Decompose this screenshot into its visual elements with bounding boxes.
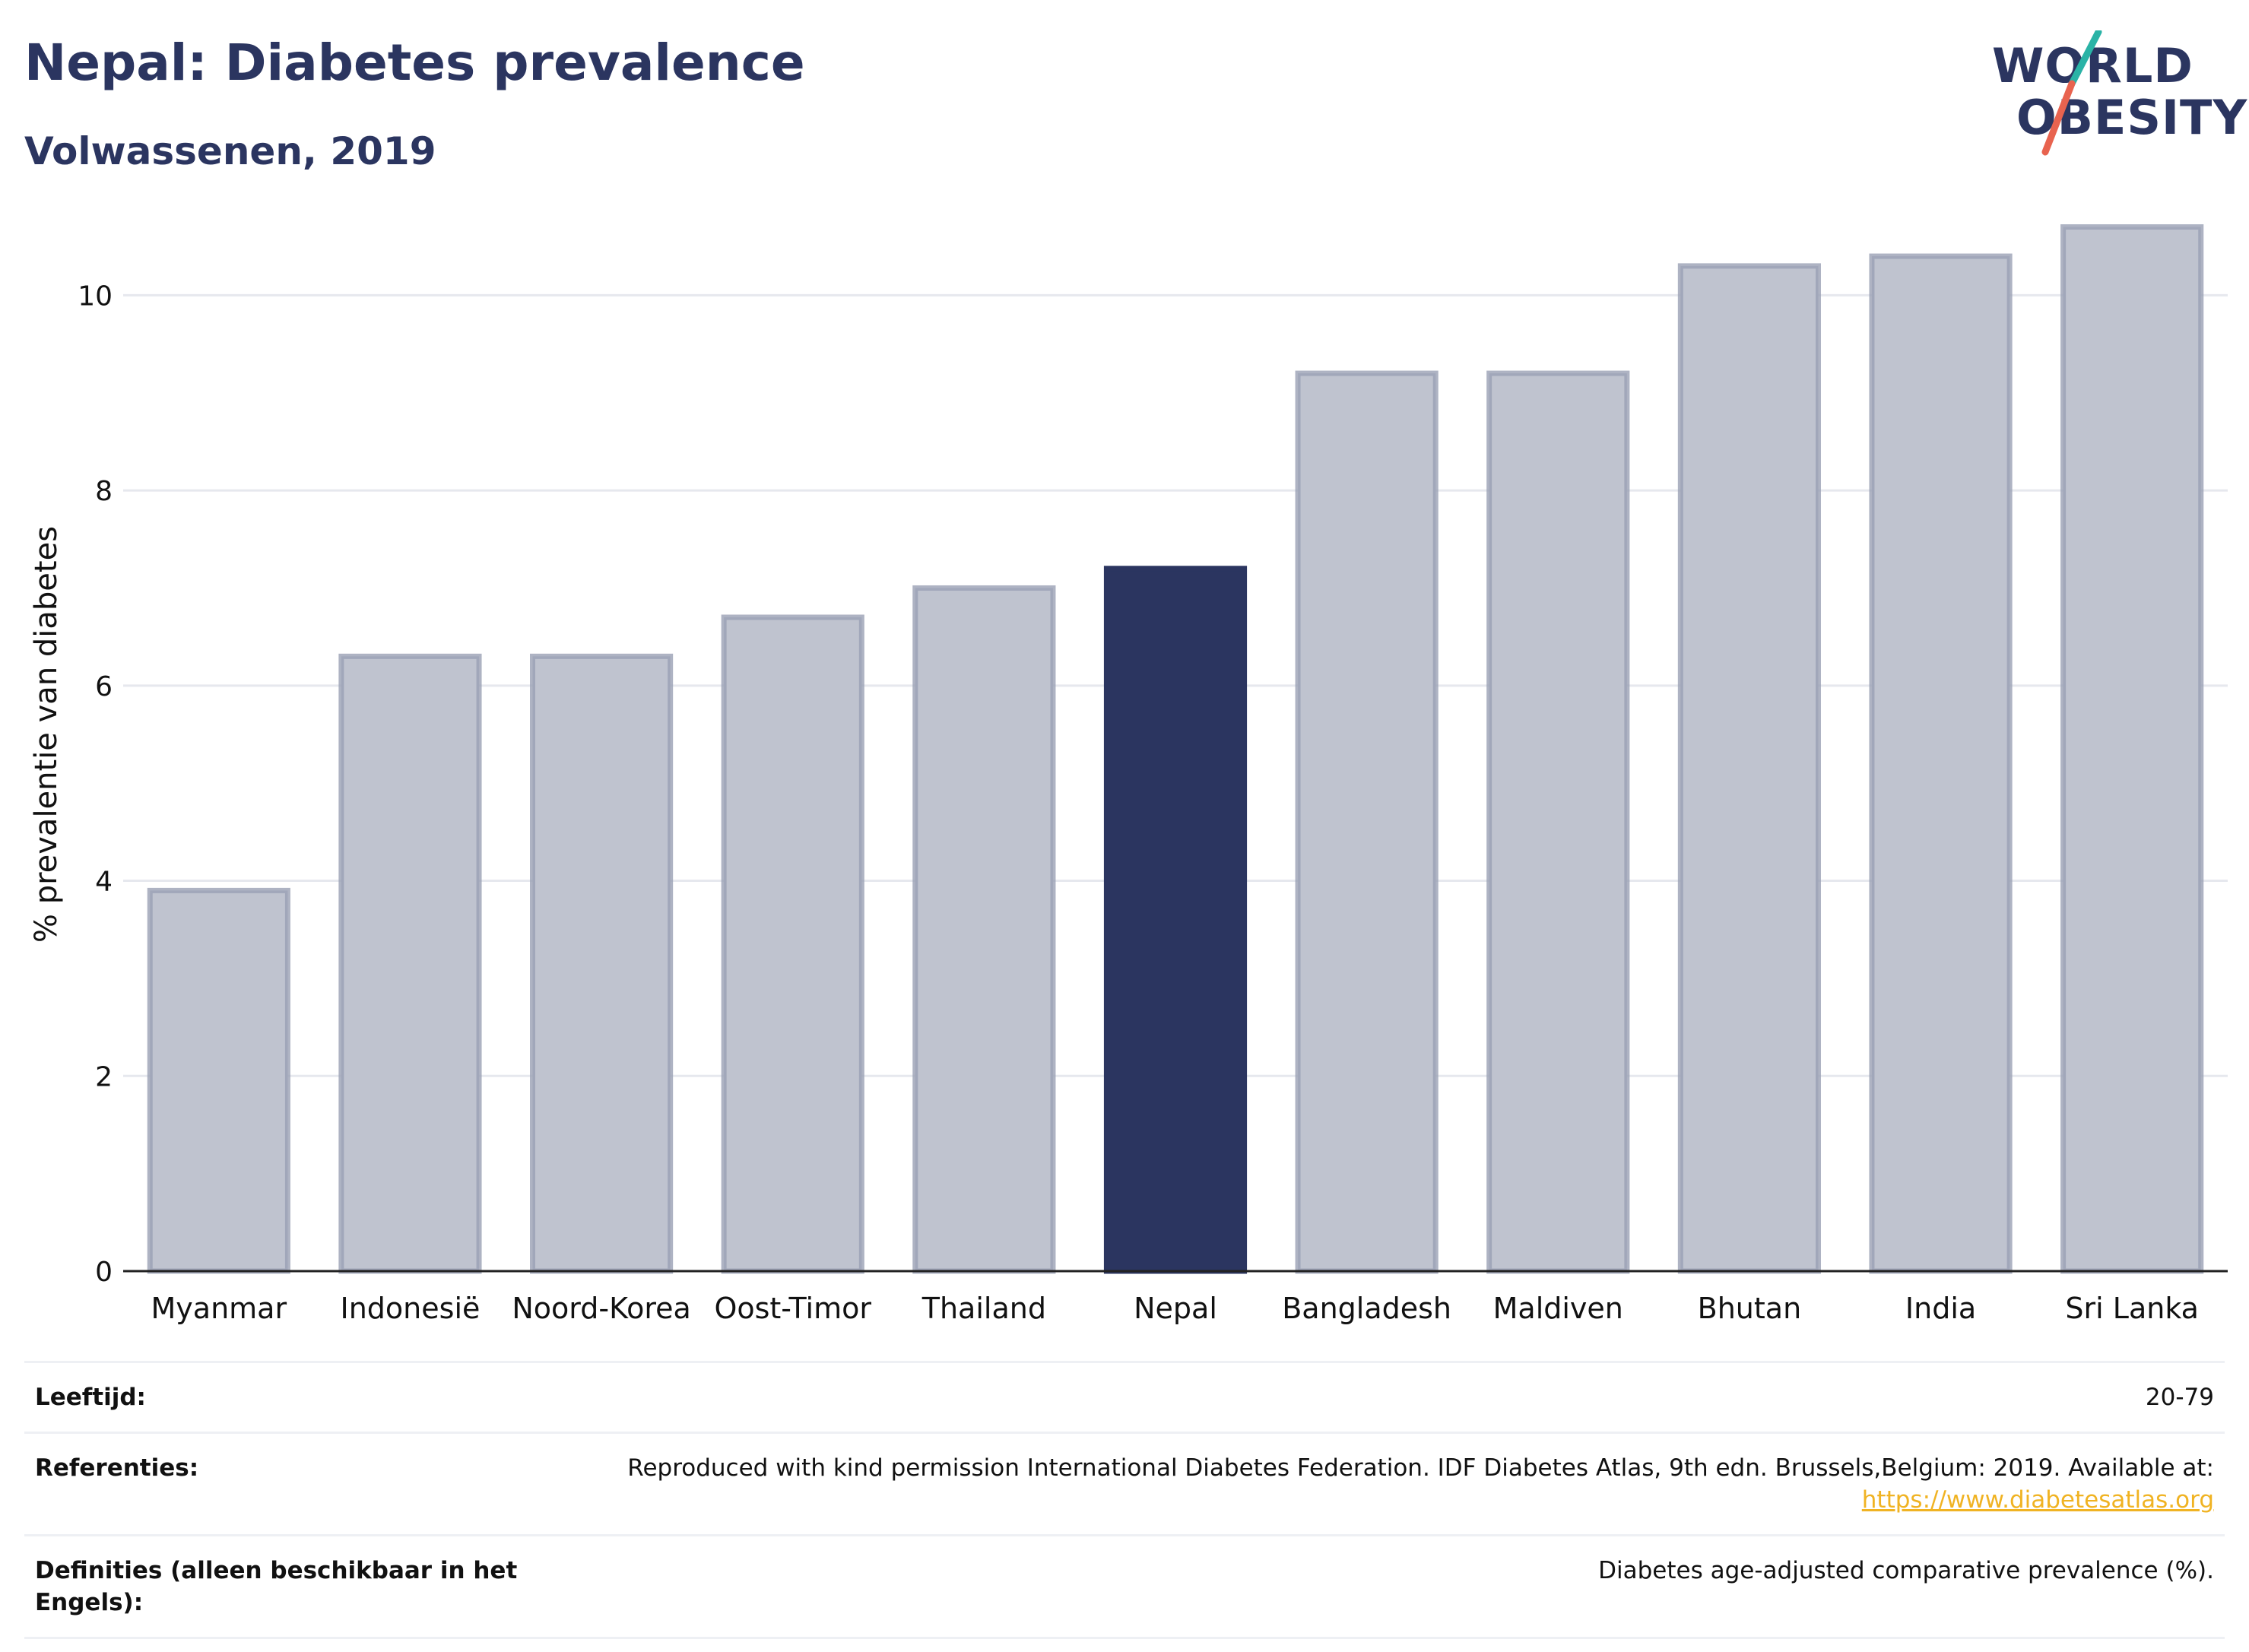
x-tick-label: Bangladesh [1282, 1292, 1451, 1325]
bar-chart: 0 2 4 6 8 10 Myanmar Indonesië Noord-Korea Oost-T… [29, 224, 2228, 1325]
x-tick-label: Indonesië [341, 1292, 481, 1325]
footer-value-references: Reproduced with kind permission Internat… [627, 1452, 2214, 1516]
x-tick-label: Bhutan [1698, 1292, 1802, 1325]
x-tick-label: Nepal [1134, 1292, 1217, 1325]
page-subtitle: Volwassenen, 2019 [24, 129, 436, 173]
y-axis-label: % prevalentie van diabetes [29, 526, 64, 943]
y-tick-label: 8 [95, 476, 113, 507]
bar-thailand [912, 585, 1056, 1274]
references-text: Reproduced with kind permission Internat… [627, 1454, 2214, 1482]
y-tick-label: 6 [95, 671, 113, 702]
y-tick-label: 10 [78, 281, 113, 312]
footer-label-definitions: Definities (alleen beschikbaar in het En… [35, 1557, 518, 1616]
y-tick-label: 4 [95, 867, 113, 898]
footer-value-definitions: Diabetes age-adjusted comparative preval… [1598, 1557, 2214, 1584]
bar-indonesi- [338, 653, 482, 1274]
footer-row-age: Leeftijd: 20-79 [24, 1361, 2225, 1432]
x-tick-label: Maldiven [1493, 1292, 1623, 1325]
y-tick-label: 0 [95, 1257, 113, 1288]
bar-sri-lanka [2060, 224, 2204, 1274]
footer-row-references: Referenties: Reproduced with kind permis… [24, 1432, 2225, 1534]
x-tick-label: Oost-Timor [714, 1292, 871, 1325]
bar-india [1869, 253, 2013, 1274]
footer-table: Leeftijd: 20-79 Referenties: Reproduced … [24, 1361, 2225, 1639]
bar-maldiven [1486, 370, 1630, 1274]
y-tick-label: 2 [95, 1061, 113, 1092]
bar-myanmar [147, 887, 290, 1274]
bar-bhutan [1677, 263, 1821, 1274]
footer-value-age: 20-79 [2145, 1384, 2214, 1411]
footer-label-age: Leeftijd: [35, 1384, 146, 1411]
page-title: Nepal: Diabetes prevalence [24, 33, 805, 92]
bar-noord-korea [530, 653, 674, 1274]
x-tick-label: India [1905, 1292, 1976, 1325]
bar-nepal [1103, 566, 1248, 1274]
footer-row-definitions: Definities (alleen beschikbaar in het En… [24, 1534, 2225, 1639]
bar-bangladesh [1295, 370, 1439, 1274]
x-tick-label: Myanmar [151, 1292, 287, 1325]
bar-oost-timor [721, 614, 864, 1274]
footer-label-references: Referenties: [35, 1454, 199, 1482]
x-tick-label: Sri Lanka [2065, 1292, 2199, 1325]
references-link[interactable]: https://www.diabetesatlas.org [1861, 1486, 2214, 1514]
world-obesity-logo: WORLD OBESITY [1984, 30, 2247, 167]
x-tick-label: Thailand [921, 1292, 1046, 1325]
x-tick-label: Noord-Korea [512, 1292, 690, 1325]
logo-slash-icon [2041, 30, 2102, 156]
